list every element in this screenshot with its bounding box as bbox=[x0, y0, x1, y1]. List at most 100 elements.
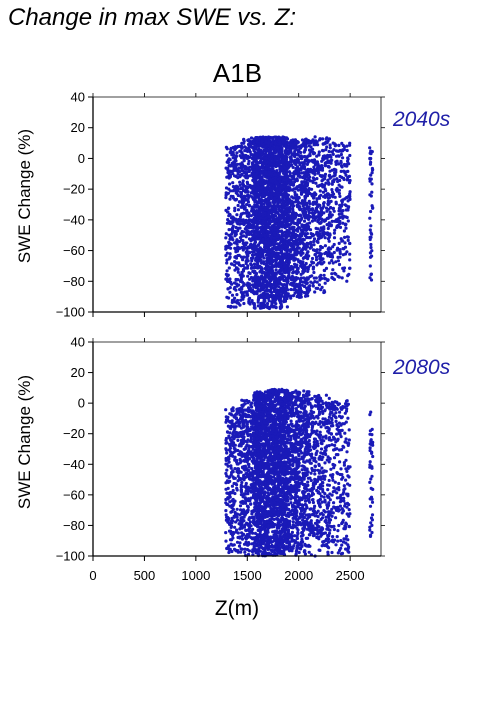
data-point bbox=[287, 189, 291, 193]
data-point bbox=[315, 263, 319, 267]
data-point bbox=[238, 246, 242, 250]
data-point bbox=[227, 529, 232, 533]
data-point bbox=[340, 239, 344, 243]
data-point bbox=[300, 180, 304, 184]
data-point bbox=[247, 399, 251, 404]
data-point bbox=[240, 537, 245, 541]
data-point bbox=[312, 196, 316, 200]
data-point bbox=[235, 540, 240, 544]
data-point bbox=[283, 299, 287, 303]
data-point bbox=[294, 264, 298, 268]
data-point bbox=[245, 214, 249, 218]
data-point bbox=[284, 190, 288, 194]
data-point bbox=[338, 255, 342, 259]
data-point bbox=[234, 482, 238, 486]
data-point bbox=[308, 215, 312, 219]
data-point bbox=[312, 248, 316, 252]
data-point bbox=[239, 470, 243, 474]
data-point bbox=[238, 222, 242, 226]
data-point bbox=[370, 182, 374, 186]
data-point bbox=[244, 211, 248, 215]
data-point bbox=[369, 177, 373, 181]
data-point bbox=[250, 405, 254, 409]
data-point bbox=[369, 173, 373, 177]
data-point bbox=[225, 175, 229, 179]
data-point bbox=[337, 188, 341, 192]
data-point bbox=[288, 215, 292, 219]
data-point bbox=[245, 252, 250, 256]
data-point bbox=[247, 301, 251, 305]
data-point bbox=[282, 215, 286, 219]
data-point bbox=[247, 288, 251, 292]
data-point bbox=[286, 193, 290, 197]
data-point bbox=[248, 144, 253, 148]
data-point bbox=[256, 304, 260, 308]
data-point bbox=[344, 222, 348, 226]
data-point bbox=[292, 245, 296, 249]
data-point bbox=[241, 201, 245, 205]
data-point bbox=[278, 276, 282, 280]
data-point bbox=[233, 467, 237, 471]
data-point bbox=[247, 444, 251, 449]
data-point bbox=[303, 269, 307, 273]
data-point bbox=[224, 236, 228, 240]
data-point bbox=[247, 138, 251, 142]
data-point bbox=[242, 159, 246, 163]
data-point bbox=[224, 539, 228, 543]
data-point bbox=[340, 165, 344, 169]
data-point bbox=[326, 226, 330, 231]
data-point bbox=[226, 191, 230, 195]
data-point bbox=[286, 161, 291, 165]
data-point bbox=[327, 239, 331, 243]
data-point bbox=[311, 284, 315, 288]
data-point bbox=[302, 150, 306, 154]
data-point bbox=[224, 232, 228, 236]
data-point bbox=[268, 202, 272, 206]
data-point bbox=[256, 262, 260, 266]
data-point bbox=[277, 222, 281, 226]
data-point bbox=[300, 138, 305, 142]
data-point bbox=[369, 231, 373, 235]
data-point bbox=[246, 535, 250, 539]
data-point bbox=[343, 235, 347, 239]
data-point bbox=[243, 145, 247, 149]
data-point bbox=[370, 166, 374, 171]
data-point bbox=[245, 421, 249, 425]
data-point bbox=[235, 249, 240, 253]
data-point bbox=[342, 169, 346, 173]
data-point bbox=[240, 161, 244, 165]
data-point bbox=[241, 533, 246, 537]
data-point bbox=[284, 153, 288, 157]
data-point bbox=[247, 406, 251, 410]
data-point bbox=[336, 259, 340, 263]
data-point bbox=[344, 204, 348, 208]
data-point bbox=[341, 198, 345, 202]
data-point bbox=[246, 486, 250, 491]
data-point bbox=[227, 228, 231, 232]
data-point bbox=[271, 246, 276, 250]
data-point bbox=[287, 164, 291, 168]
data-point bbox=[245, 203, 249, 207]
data-point bbox=[338, 207, 342, 211]
data-point bbox=[271, 305, 275, 309]
data-point bbox=[233, 415, 237, 419]
data-point bbox=[277, 154, 281, 159]
data-point bbox=[256, 287, 260, 291]
data-point bbox=[280, 225, 284, 229]
data-point bbox=[240, 547, 244, 551]
data-point bbox=[258, 193, 262, 197]
data-point bbox=[308, 221, 312, 225]
data-point bbox=[337, 143, 341, 147]
data-point bbox=[230, 230, 235, 234]
data-point bbox=[315, 197, 319, 201]
data-point bbox=[242, 139, 246, 143]
data-point bbox=[337, 149, 341, 153]
data-point bbox=[281, 169, 285, 173]
data-point bbox=[315, 160, 319, 164]
data-point bbox=[369, 272, 373, 277]
data-point bbox=[321, 178, 325, 182]
data-point bbox=[232, 281, 237, 285]
y-tick-label: −80 bbox=[63, 274, 85, 289]
data-point bbox=[257, 259, 261, 263]
data-point bbox=[270, 189, 274, 193]
